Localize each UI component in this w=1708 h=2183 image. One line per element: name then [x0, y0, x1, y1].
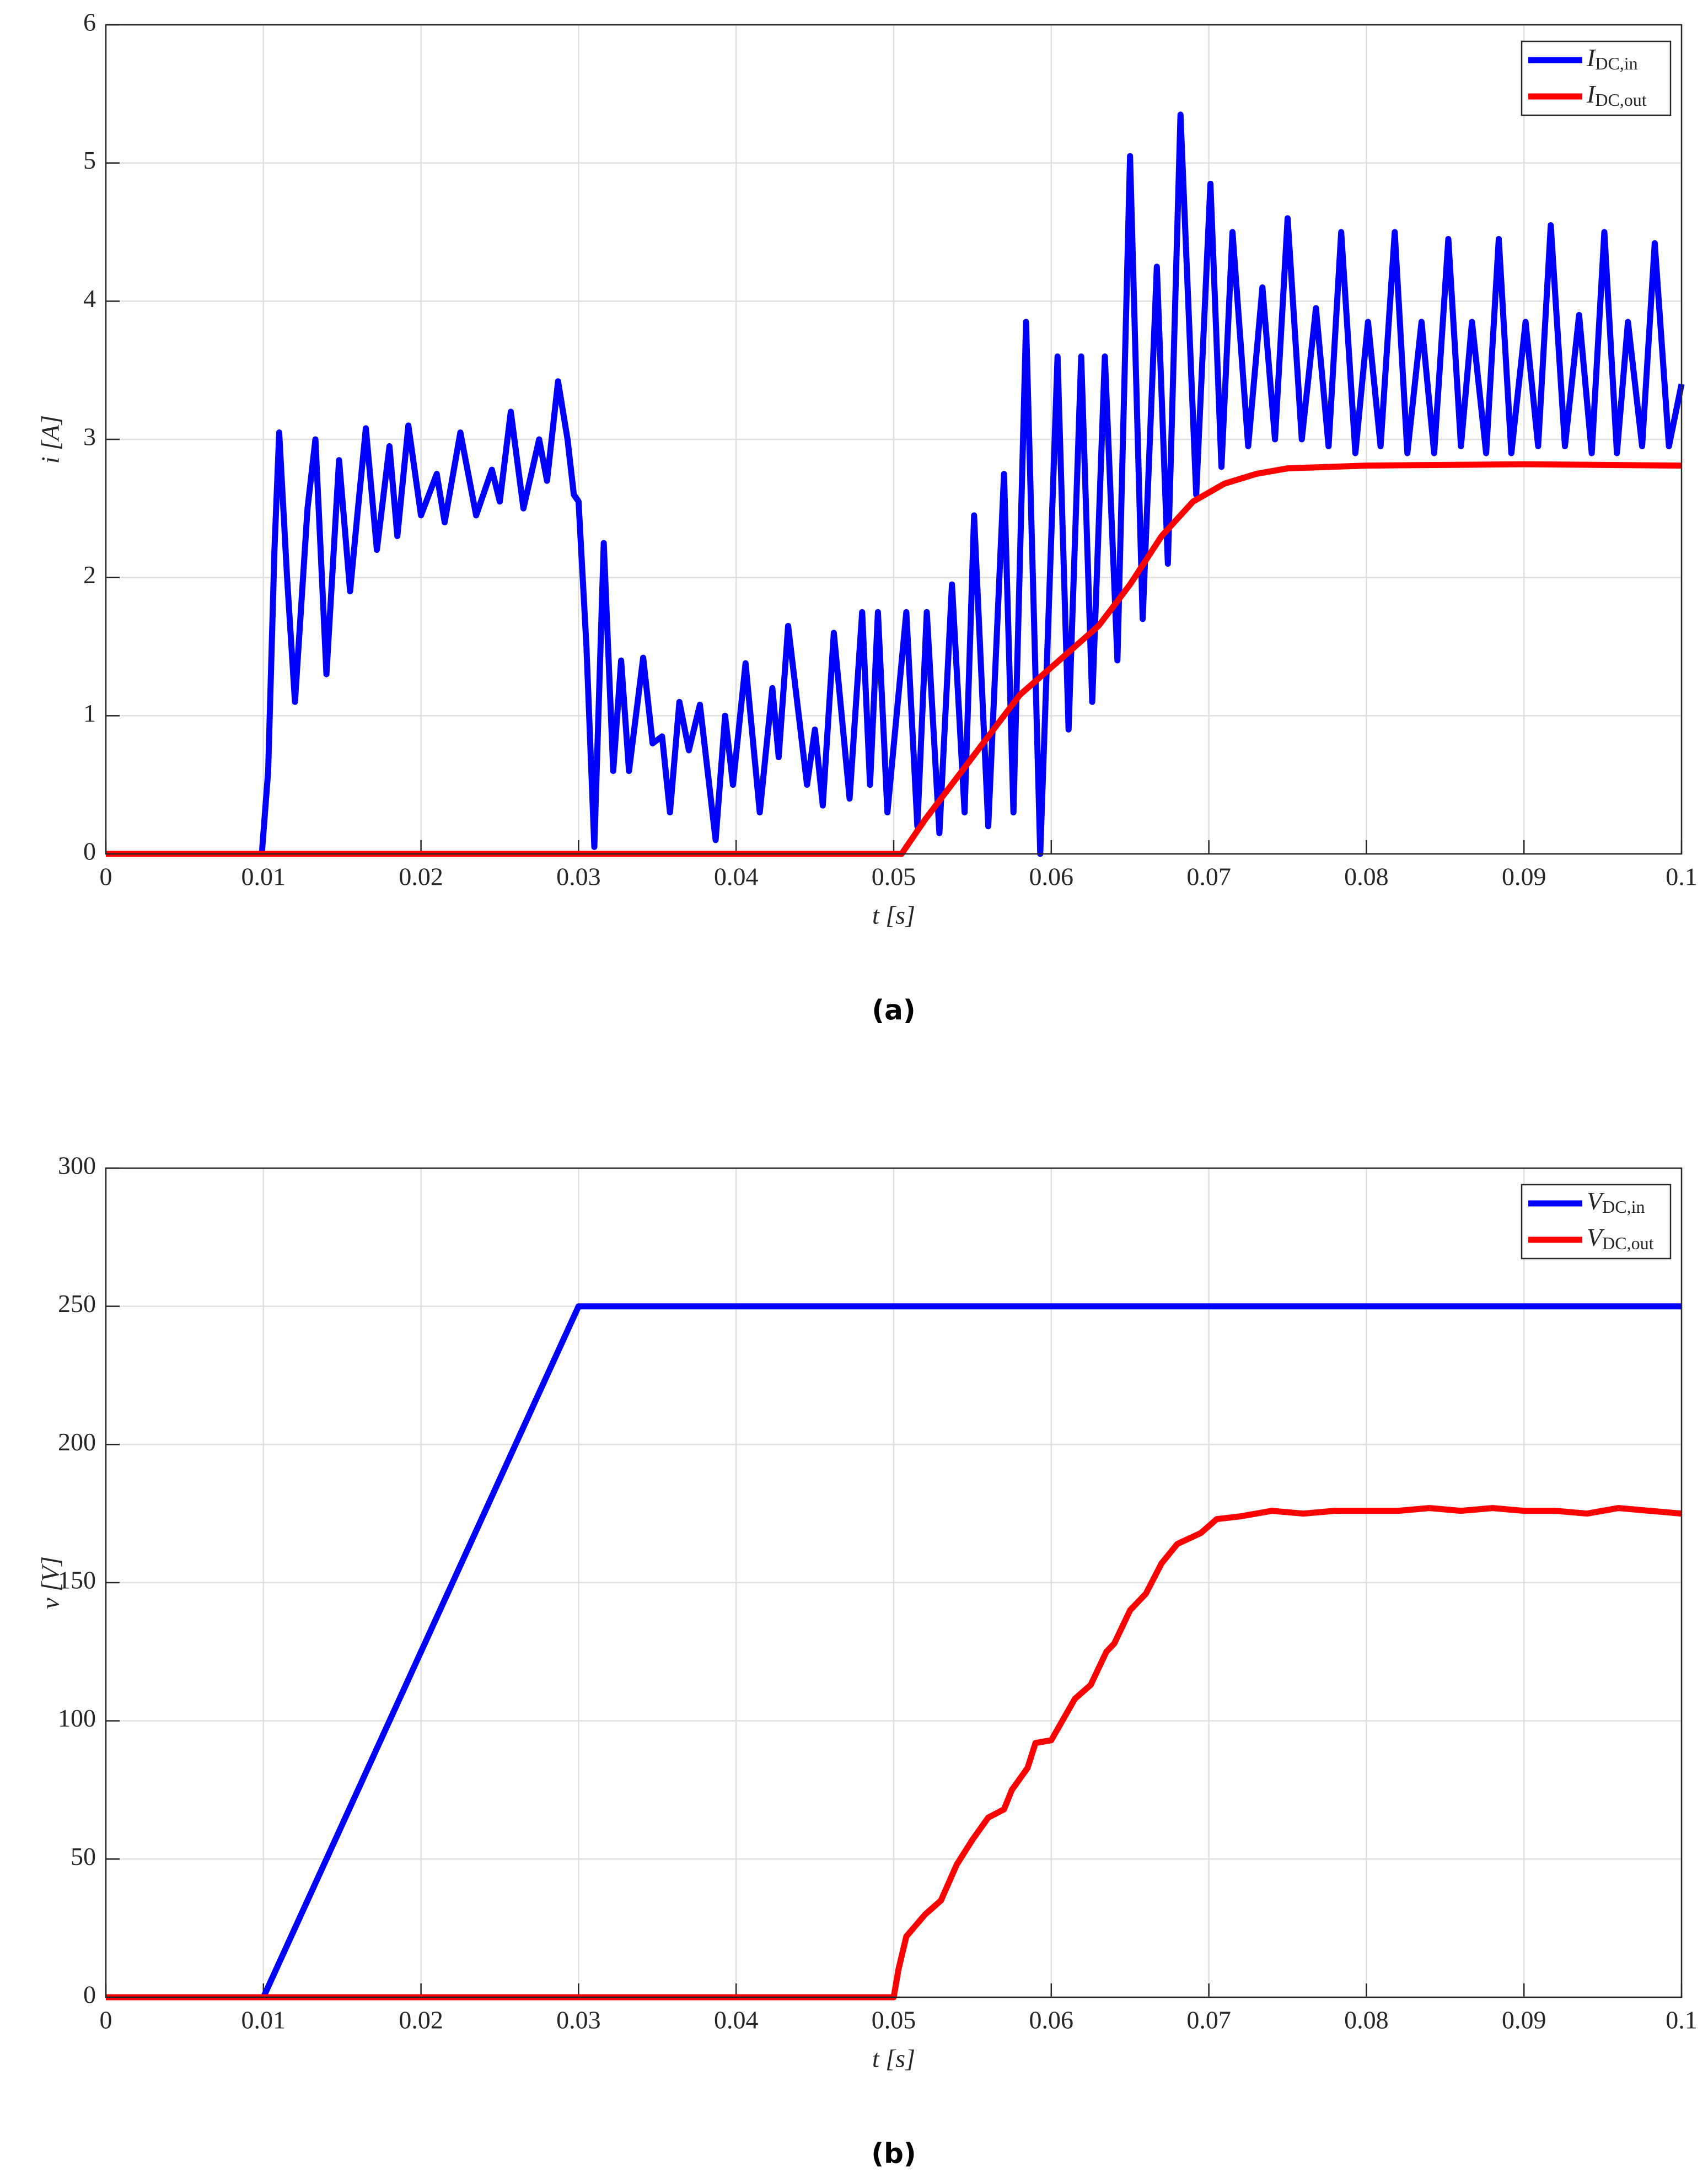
data-line [106, 1505, 1682, 2001]
x-tick-label: 0 [100, 2006, 112, 2034]
x-tick-label: 0.05 [872, 863, 916, 891]
x-tick-label: 0.06 [1029, 863, 1074, 891]
y-tick-label: 150 [58, 1566, 96, 1594]
y-tick-label: 3 [83, 423, 96, 451]
x-tick-label: 0.08 [1344, 2006, 1389, 2034]
y-tick-label: 4 [83, 284, 96, 313]
x-tick-label: 0.04 [714, 2006, 759, 2034]
legend-label: VDC,out [1587, 1223, 1654, 1254]
x-tick-label: 0.07 [1186, 2006, 1231, 2034]
axes-box [105, 24, 1683, 855]
x-tick-label: 0.1 [1666, 2006, 1698, 2034]
legend-label: VDC,in [1587, 1187, 1645, 1217]
x-axis-label: t [s] [872, 901, 915, 929]
x-tick-label: 0.09 [1502, 863, 1546, 891]
y-tick-label: 0 [83, 1981, 96, 2009]
y-tick-label: 300 [58, 1152, 96, 1180]
legend-box [1521, 1184, 1672, 1260]
x-tick-label: 0.01 [241, 2006, 286, 2034]
x-tick-label: 0.08 [1344, 863, 1389, 891]
y-tick-label: 0 [83, 837, 96, 865]
legend-label: IDC,out [1586, 80, 1647, 110]
data-line [106, 111, 1685, 857]
y-tick-label: 50 [71, 1842, 96, 1870]
y-tick-label: 250 [58, 1289, 96, 1318]
x-tick-label: 0.03 [556, 2006, 601, 2034]
axes-box [105, 1167, 1683, 1998]
x-tick-label: 0.01 [241, 863, 286, 891]
x-tick-label: 0.05 [872, 2006, 916, 2034]
y-tick-label: 1 [83, 699, 96, 727]
y-tick-label: 5 [83, 146, 96, 174]
y-tick-label: 2 [83, 561, 96, 589]
y-axis-label: i [A] [36, 415, 65, 464]
caption: (b) [871, 2138, 916, 2170]
legend-box [1521, 40, 1672, 116]
y-tick-label: 6 [83, 8, 96, 36]
x-axis-label: t [s] [872, 2045, 915, 2073]
x-tick-label: 0.03 [556, 863, 601, 891]
legend-label: IDC,in [1586, 44, 1638, 74]
x-tick-label: 0.07 [1186, 863, 1231, 891]
data-line [106, 461, 1682, 857]
x-tick-label: 0.06 [1029, 2006, 1074, 2034]
x-tick-label: 0 [100, 863, 112, 891]
x-tick-label: 0.09 [1502, 2006, 1546, 2034]
x-tick-label: 0.1 [1666, 863, 1698, 891]
x-tick-label: 0.02 [399, 2006, 443, 2034]
x-tick-label: 0.04 [714, 863, 759, 891]
caption: (a) [872, 994, 915, 1026]
y-axis-label: v [V] [36, 1556, 65, 1609]
y-tick-label: 100 [58, 1704, 96, 1732]
y-tick-label: 200 [58, 1428, 96, 1456]
x-tick-label: 0.02 [399, 863, 443, 891]
